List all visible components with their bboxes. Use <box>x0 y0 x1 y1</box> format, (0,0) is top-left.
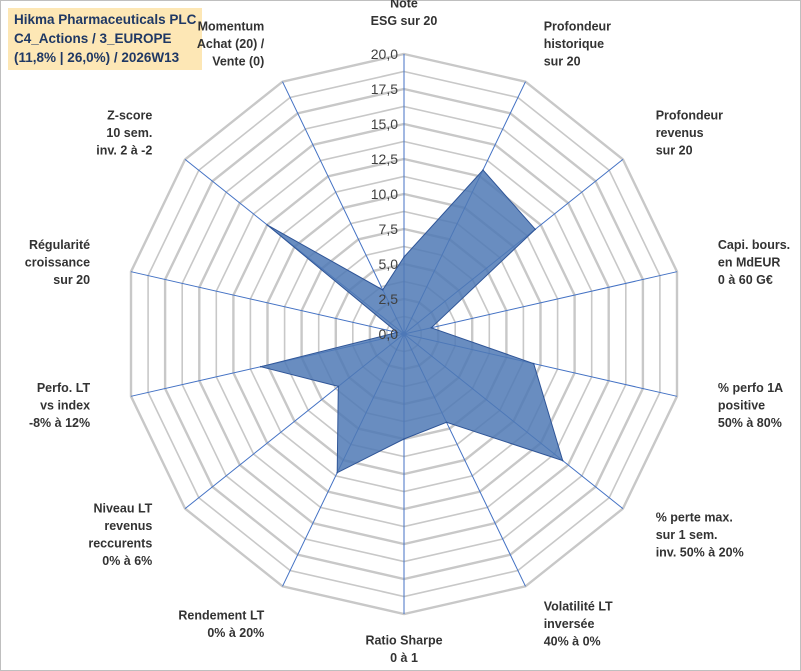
axis-label-line: Achat (20) / <box>197 37 265 51</box>
series-point <box>396 331 399 334</box>
axis-label: % perfo 1A positive 50% à 80% <box>718 381 783 430</box>
series-point <box>337 385 340 388</box>
axis-label: Perfo. LT vs index -8% à 12% <box>29 381 91 430</box>
axis-label: Capi. bours. en MdEUR 0 à 60 G€ <box>718 238 790 287</box>
tick-label: 7,5 <box>379 221 399 237</box>
series-point <box>336 471 339 474</box>
tick-label: 2,5 <box>379 291 399 307</box>
radar-series <box>259 169 564 474</box>
axis-label-line: -8% à 12% <box>29 416 90 430</box>
axis-label-line: Perfo. LT <box>37 381 91 395</box>
axis-label-line: 40% à 0% <box>544 635 601 649</box>
axis-label-line: Vente (0) <box>212 54 264 68</box>
axis-label-line: Niveau LT <box>93 502 152 516</box>
tick-label: 10,0 <box>371 186 398 202</box>
axis-label-line: inv. 50% à 20% <box>656 545 744 559</box>
radar-spoke <box>130 271 405 335</box>
axis-label-line: % perfo 1A <box>718 381 783 395</box>
axis-label-line: sur 1 sem. <box>656 528 718 542</box>
axis-label-line: sur 20 <box>656 144 693 158</box>
chart-header: Hikma Pharmaceuticals PLC C4_Actions / 3… <box>8 8 203 70</box>
tick-label: 15,0 <box>371 116 398 132</box>
series-point <box>259 365 262 368</box>
axis-label: Ratio Sharpe 0 à 1 <box>365 634 442 666</box>
axis-label: Momentum Achat (20) / Vente (0) <box>197 19 265 68</box>
series-point <box>482 169 484 171</box>
header-line-company: Hikma Pharmaceuticals PLC <box>14 12 197 27</box>
radar-axis-labels: Note ESG sur 20 Profondeur historique sur 20… <box>25 0 790 665</box>
axis-label: Rendement LT 0% à 20% <box>178 608 264 640</box>
axis-label-line: vs index <box>40 399 90 413</box>
axis-label-line: 0% à 20% <box>207 626 264 640</box>
axis-label-line: positive <box>718 399 765 413</box>
axis-label: Note ESG sur 20 <box>371 0 438 28</box>
axis-label-line: ESG sur 20 <box>371 14 438 28</box>
axis-label: Régularité croissance sur 20 <box>25 238 90 287</box>
axis-label-line: 50% à 80% <box>718 416 782 430</box>
header-line-category: C4_Actions / 3_EUROPE <box>14 31 172 46</box>
series-point <box>532 362 535 365</box>
axis-label-line: % perte max. <box>656 510 733 524</box>
axis-label-line: Note <box>390 0 418 10</box>
axis-label-line: Z-score <box>107 109 152 123</box>
series-point <box>403 438 405 440</box>
axis-label-line: 0 à 60 G€ <box>718 273 773 287</box>
axis-label-line: Profondeur <box>656 109 723 123</box>
axis-label-line: 0 à 1 <box>390 651 418 665</box>
tick-label: 17,5 <box>371 81 398 97</box>
axis-label-line: sur 20 <box>544 54 581 68</box>
series-point <box>266 224 269 226</box>
series-point <box>381 289 384 291</box>
axis-label-line: sur 20 <box>53 273 90 287</box>
axis-label-line: inversée <box>544 617 595 631</box>
tick-label: 0,0 <box>379 326 399 342</box>
axis-label: Z-score 10 sem. inv. 2 à -2 <box>96 109 152 158</box>
axis-label: Profondeur historique sur 20 <box>544 19 611 68</box>
axis-label-line: revenus <box>656 126 704 140</box>
axis-label-line: Profondeur <box>544 19 611 33</box>
radar-spoke <box>403 271 678 335</box>
radar-ticks: 0,0 2,5 5,0 7,5 10,0 12,5 15,0 17,5 20,0 <box>371 46 398 342</box>
axis-label-line: reccurents <box>88 537 152 551</box>
axis-label-line: Régularité <box>29 238 90 252</box>
series-point <box>430 327 433 329</box>
series-point <box>534 228 537 231</box>
axis-label-line: inv. 2 à -2 <box>96 144 152 158</box>
axis-label-line: Capi. bours. <box>718 238 790 252</box>
axis-label-line: Rendement LT <box>178 608 264 622</box>
axis-label: % perte max. sur 1 sem. inv. 50% à 20% <box>656 510 744 559</box>
series-point <box>403 256 405 258</box>
series-point <box>561 459 564 462</box>
axis-label: Niveau LT revenus reccurents 0% à 6% <box>88 502 152 569</box>
axis-label-line: Momentum <box>198 19 265 33</box>
axis-label-line: 10 sem. <box>106 126 152 140</box>
series-point <box>445 421 448 424</box>
axis-label-line: 0% à 6% <box>102 554 152 568</box>
axis-label-line: revenus <box>104 519 152 533</box>
tick-label: 20,0 <box>371 46 398 62</box>
axis-label-line: croissance <box>25 255 90 269</box>
axis-label: Profondeur revenus sur 20 <box>656 109 723 158</box>
header-line-period: (11,8% | 26,0%) / 2026W13 <box>14 50 180 65</box>
tick-label: 5,0 <box>379 256 399 272</box>
axis-label-line: en MdEUR <box>718 255 781 269</box>
axis-label-line: Volatilité LT <box>544 600 613 614</box>
axis-label-line: Ratio Sharpe <box>365 634 442 648</box>
axis-label-line: historique <box>544 37 604 51</box>
tick-label: 12,5 <box>371 151 398 167</box>
axis-label: Volatilité LT inversée 40% à 0% <box>544 600 613 649</box>
